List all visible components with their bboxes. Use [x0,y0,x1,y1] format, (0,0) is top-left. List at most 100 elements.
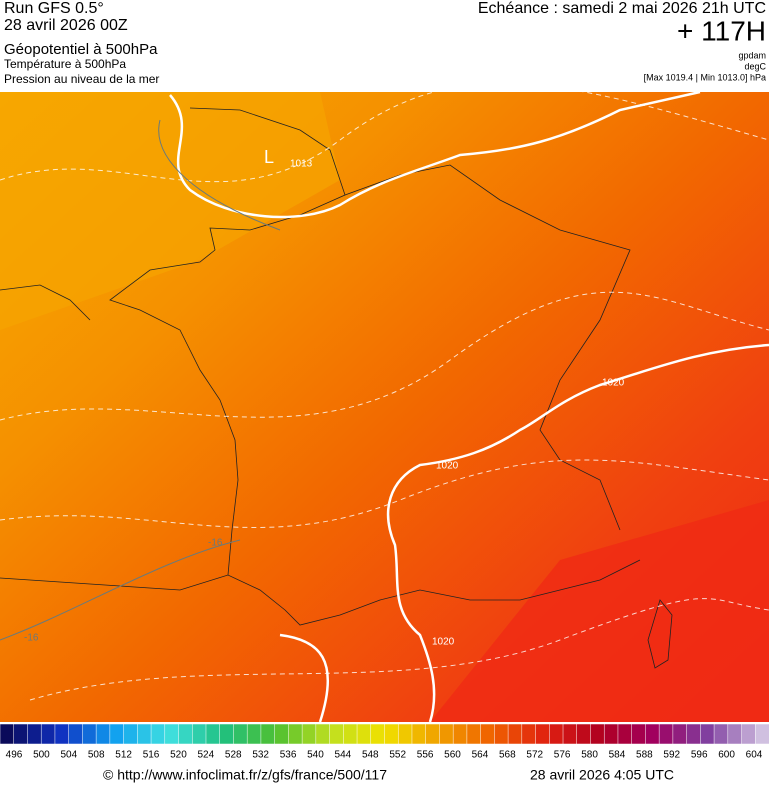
coast-england [0,284,91,321]
scale-label: 504 [60,750,77,761]
scale-label: 536 [280,750,297,761]
lead-time: + 117H [677,15,766,46]
scale-swatch [384,723,399,745]
header-left-line: Température à 500hPa [4,57,126,71]
scale-label: 600 [718,750,735,761]
map-label: -16 [24,633,39,644]
scale-swatch [603,723,619,745]
unit-label: degC [744,61,766,71]
scale-label: 496 [6,750,23,761]
isobar [279,633,330,723]
scale-swatch [192,723,207,745]
scale-swatch [439,723,454,745]
scale-swatch [164,723,180,745]
scale-swatch [370,723,386,745]
scale-swatch [700,723,715,745]
scale-label: 508 [88,750,105,761]
scale-swatch [507,723,523,745]
scale-label: 580 [581,750,598,761]
scale-swatch [82,723,97,745]
isotherm [0,82,769,183]
scale-swatch [562,723,578,745]
scale-label: 588 [636,750,653,761]
header-left-line: Pression au niveau de la mer [4,72,159,86]
scale-swatch [205,723,221,745]
unit-label: [Max 1019.4 | Min 1013.0] hPa [644,72,766,82]
scale-label: 564 [472,750,489,761]
isotherm [0,291,769,421]
scale-swatch [0,723,15,745]
isobar [386,343,769,723]
scale-swatch [521,723,537,745]
scale-swatch [727,723,743,745]
scale-swatch [233,723,248,745]
header: Run GFS 0.5°28 avril 2026 00Z Géopotentie… [4,0,767,86]
scale-label: 552 [389,750,406,761]
contour [0,539,241,641]
hot-band [430,500,769,722]
map-label: -16 [208,538,223,549]
corsica [647,599,673,669]
border-east [344,164,631,531]
scale-label: 560 [444,750,461,761]
scale-swatch [178,723,193,745]
scale-label: 592 [663,750,680,761]
scale-label: 556 [417,750,434,761]
scale-swatch [686,723,702,745]
isotherm [29,598,769,701]
isotherms [0,82,769,701]
scale-swatch [480,723,496,745]
coastlines [0,107,673,669]
scale-swatch [494,723,509,745]
isobar [169,90,701,219]
scale-swatch [150,723,166,745]
scale-swatch [288,723,303,745]
scale-label: 596 [691,750,708,761]
scale-swatch [343,723,358,745]
contour [158,119,281,231]
scale-label: 500 [33,750,50,761]
map-label: 1013 [290,159,313,170]
scale-swatch [425,723,441,745]
scale-swatch [246,723,262,745]
scale-label: 568 [499,750,516,761]
scale-swatch [658,723,674,745]
scale-label: 584 [609,750,626,761]
header-left-line: Run GFS 0.5° [4,0,104,17]
scale-swatch [219,723,235,745]
scale-label: 544 [335,750,352,761]
scale-label: 576 [554,750,571,761]
scale-swatch [260,723,276,745]
scale-swatch [27,723,42,745]
scale-swatch [411,723,427,745]
unit-label: gpdam [738,50,766,60]
map-labels: L 1013 1020 1020 1020 -16 -16 [24,147,625,648]
scale-swatch [713,723,729,745]
map-label: 1020 [436,461,459,472]
footer-source: © http://www.infoclimat.fr/z/gfs/france/… [103,767,387,783]
color-scale: 496 500 504 508 512 516 520 524 528 532 536 540 544 5… [0,723,769,761]
scale-swatch [274,723,290,745]
coast-france-west [109,107,346,576]
scale-swatch [645,723,660,745]
scale-label: 540 [307,750,324,761]
footer-date: 28 avril 2026 4:05 UTC [530,767,674,783]
map-label: L [264,147,274,167]
scale-swatch [301,723,317,745]
scale-swatch [590,723,605,745]
scale-swatch [40,723,56,745]
scale-swatch [68,723,84,745]
warm-band [0,92,340,330]
map-label: 1020 [602,378,625,389]
header-left-line: 28 avril 2026 00Z [4,17,128,34]
scale-swatch [315,723,331,745]
scale-label: 528 [225,750,242,761]
scale-label: 512 [115,750,132,761]
scale-swatch [535,723,551,745]
scale-swatch [755,723,769,745]
scale-swatch [549,723,564,745]
scale-swatch [452,723,468,745]
scale-swatch [123,723,139,745]
scale-swatch [13,723,29,745]
scale-label: 604 [746,750,763,761]
